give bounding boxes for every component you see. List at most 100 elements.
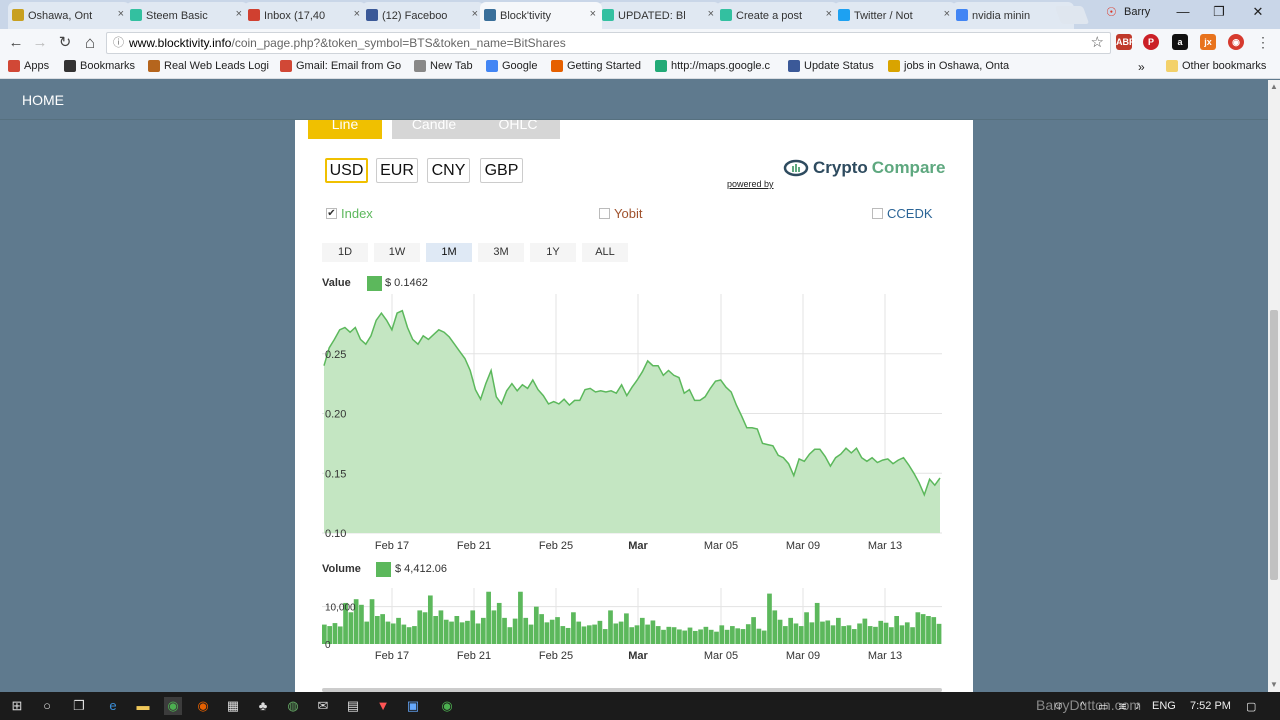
bookmark-item[interactable]: jobs in Oshawa, Onta [888, 60, 1009, 72]
price-chart[interactable]: 0.10 0.15 0.20 0.25 Feb 17 Feb 21 Feb 25 Mar Mar… [322, 291, 947, 551]
address-bar[interactable]: ⓘ www.blocktivity.info/coin_page.php?&to… [106, 32, 1111, 54]
volume-bar [677, 629, 682, 644]
bookmark-star-icon[interactable]: ☆ [1090, 34, 1104, 51]
scroll-down-icon[interactable]: ▼ [1270, 680, 1278, 689]
close-window-button[interactable]: ✕ [1252, 4, 1264, 19]
calculator-icon[interactable]: ▤ [346, 698, 360, 713]
chart-type-tab-candle[interactable]: Candle [392, 120, 476, 139]
restore-button[interactable]: ❐ [1213, 4, 1225, 19]
bookmark-item[interactable]: Apps [8, 60, 49, 72]
edge-icon[interactable]: e [109, 698, 117, 713]
browser-tab[interactable]: nvidia minin× [952, 2, 1074, 29]
chart-type-tab-ohlc[interactable]: OHLC [476, 120, 560, 139]
nav-home-link[interactable]: HOME [22, 92, 64, 108]
calendar-icon[interactable]: ▦ [226, 698, 240, 713]
wifi-icon[interactable]: ≋ [1118, 701, 1128, 713]
mail-icon[interactable]: ✉ [317, 698, 329, 713]
bookmark-item[interactable]: Update Status [788, 60, 874, 72]
currency-gbp-button[interactable]: GBP [480, 158, 523, 183]
range-1m-button[interactable]: 1M [426, 243, 472, 262]
forward-icon[interactable]: → [32, 34, 48, 51]
bookmark-item[interactable]: New Tab [414, 60, 473, 72]
currency-eur-button[interactable]: EUR [376, 158, 418, 183]
currency-usd-button[interactable]: USD [325, 158, 368, 183]
bookmark-item[interactable]: Gmail: Email from Go [280, 60, 401, 72]
cryptocompare-logo[interactable]: Crypto Compare [783, 158, 945, 178]
profile-name[interactable]: Barry [1124, 6, 1151, 18]
volume-chart[interactable]: 0 10,000 Feb 17 Feb 21 Feb 25 Mar Mar 05 Mar 09… [322, 580, 947, 670]
adblock-icon[interactable]: ABP [1116, 34, 1135, 50]
store-icon[interactable]: ♣ [258, 698, 268, 713]
bookmarks-overflow-icon[interactable]: » [1138, 60, 1145, 74]
cortana-icon[interactable]: ○ [43, 698, 51, 713]
amazon-icon[interactable]: a [1172, 34, 1188, 50]
chrome-second-icon[interactable]: ◉ [441, 698, 453, 713]
info-icon[interactable]: ⓘ [113, 37, 124, 49]
checkbox-box[interactable] [599, 208, 610, 219]
browser-tab[interactable]: Block'tivity × [480, 2, 602, 29]
close-tab-icon[interactable]: × [117, 8, 124, 20]
clock[interactable]: 7:52 PM [1190, 700, 1231, 712]
app-window-icon[interactable]: ▣ [406, 698, 420, 713]
close-tab-icon[interactable]: × [943, 8, 950, 20]
bookmark-item[interactable]: Bookmarks [64, 60, 135, 72]
page-scrollbar[interactable]: ▲ ▼ [1268, 80, 1280, 692]
jx-extension-icon[interactable]: jx [1200, 34, 1216, 50]
range-1d-button[interactable]: 1D [322, 243, 368, 262]
chrome-icon[interactable]: ◉ [164, 697, 182, 715]
source-yobit-checkbox[interactable]: Yobit [599, 206, 642, 221]
browser-tab[interactable]: (12) Faceboo × [362, 2, 484, 29]
windows-start-icon[interactable]: ⊞ [11, 698, 23, 713]
range-1w-button[interactable]: 1W [374, 243, 420, 262]
new-tab-button[interactable] [1054, 6, 1090, 24]
volume-icon[interactable]: ♪ [1135, 700, 1141, 712]
browser-tab[interactable]: Twitter / Not × [834, 2, 956, 29]
bookmark-item[interactable]: Google [486, 60, 537, 72]
browser-tab[interactable]: Oshawa, Ont × [8, 2, 130, 29]
close-tab-icon[interactable]: × [471, 8, 478, 20]
browser-tab[interactable]: Steem Basic × [126, 2, 248, 29]
back-icon[interactable]: ← [8, 34, 24, 51]
chart-navigator-bar[interactable] [322, 688, 942, 692]
close-tab-icon[interactable]: × [707, 8, 714, 20]
task-view-icon[interactable]: ❐ [73, 698, 85, 713]
close-tab-icon[interactable]: × [353, 8, 360, 20]
pinterest-icon[interactable]: P [1143, 34, 1159, 50]
bookmark-item[interactable]: Real Web Leads Logi [148, 60, 269, 72]
firefox-icon[interactable]: ◉ [197, 698, 209, 713]
close-tab-icon[interactable]: × [589, 8, 596, 20]
language-indicator[interactable]: ENG [1152, 700, 1176, 712]
close-tab-icon[interactable]: × [235, 8, 242, 20]
home-icon[interactable]: ⌂ [84, 33, 96, 52]
source-ccedk-checkbox[interactable]: CCEDK [872, 206, 933, 221]
tray-expand-icon[interactable]: ^ [1080, 700, 1086, 712]
chart-type-tab-line[interactable]: Line [308, 120, 382, 139]
close-tab-icon[interactable]: × [825, 8, 832, 20]
browser-tab[interactable]: UPDATED: Bl × [598, 2, 720, 29]
source-index-checkbox[interactable]: ✔ Index [326, 206, 373, 221]
checkbox-box[interactable] [872, 208, 883, 219]
checkbox-box[interactable]: ✔ [326, 208, 337, 219]
browser-tab[interactable]: Inbox (17,40 × [244, 2, 366, 29]
currency-cny-button[interactable]: CNY [427, 158, 470, 183]
extension-icon[interactable]: ◉ [1228, 34, 1244, 50]
file-explorer-icon[interactable]: ▬ [136, 698, 150, 713]
volume-bar [359, 604, 364, 644]
battery-icon[interactable]: ▭ [1098, 701, 1109, 713]
bookmark-item[interactable]: Getting Started [551, 60, 641, 72]
reload-icon[interactable]: ↻ [58, 34, 72, 51]
bookmark-item[interactable]: http://maps.google.c [655, 60, 770, 72]
range-1y-button[interactable]: 1Y [530, 243, 576, 262]
browser-tab[interactable]: Create a post × [716, 2, 838, 29]
scrollbar-thumb[interactable] [1270, 310, 1278, 580]
range-3m-button[interactable]: 3M [478, 243, 524, 262]
minimize-button[interactable]: — [1176, 4, 1190, 19]
other-bookmarks[interactable]: Other bookmarks [1166, 60, 1266, 72]
app-icon[interactable]: ◍ [287, 698, 299, 713]
brave-icon[interactable]: ▼ [376, 698, 390, 713]
scroll-up-icon[interactable]: ▲ [1270, 82, 1278, 91]
people-icon[interactable]: ☺ [1053, 700, 1065, 712]
menu-icon[interactable]: ⋮ [1256, 34, 1270, 50]
range-all-button[interactable]: ALL [582, 243, 628, 262]
notifications-icon[interactable]: ▢ [1246, 701, 1257, 713]
